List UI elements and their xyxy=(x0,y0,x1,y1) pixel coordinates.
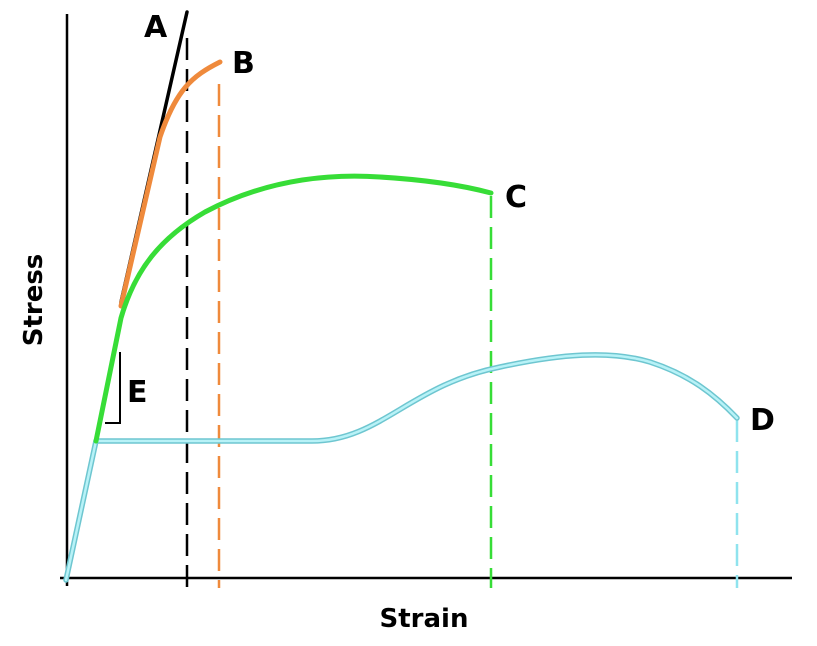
x-axis-title: Strain xyxy=(380,604,469,634)
curve-c-label: C xyxy=(505,180,527,215)
curve-c xyxy=(93,173,494,444)
fracture-markers xyxy=(185,38,739,588)
modulus-marker xyxy=(105,352,121,424)
curve-d-label: D xyxy=(750,403,775,438)
curve-b xyxy=(118,59,223,309)
modulus-label: E xyxy=(127,375,148,410)
axes xyxy=(60,14,792,586)
curve-b-label: B xyxy=(232,46,255,81)
curve-d xyxy=(63,352,740,583)
curve-a-label: A xyxy=(144,10,168,45)
y-axis-title: Stress xyxy=(19,254,49,347)
